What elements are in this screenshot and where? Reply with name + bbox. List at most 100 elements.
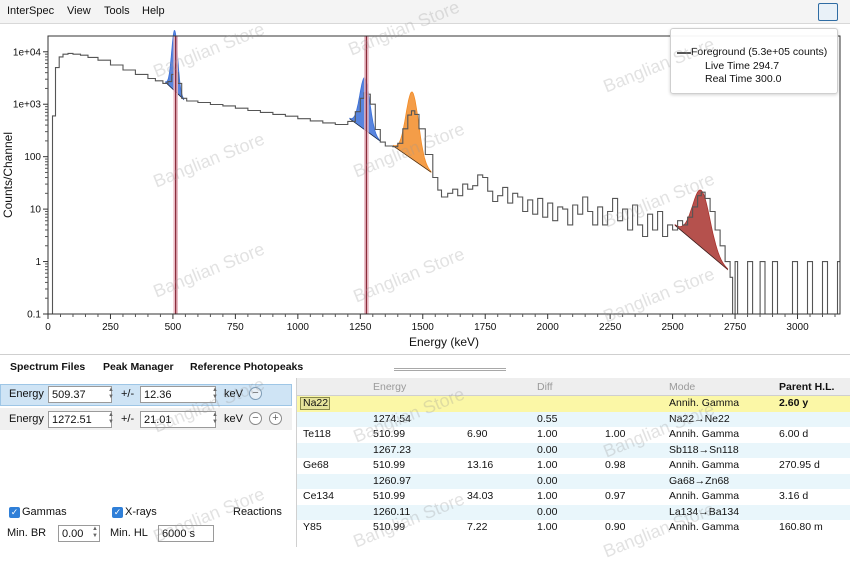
menu-bar: InterSpec View Tools Help xyxy=(0,0,850,24)
table-row[interactable]: 1274.54 0.55 Na22→Ne22 xyxy=(297,411,850,427)
add-energy-icon[interactable]: + xyxy=(269,412,282,425)
x-tick-label-2: 500 xyxy=(165,322,182,333)
selected-nuclide-tag xyxy=(300,397,330,410)
energy-label-1: Energy xyxy=(9,388,44,400)
tool-tabs: Spectrum Files Peak Manager Reference Ph… xyxy=(0,354,850,378)
cell-diff: 1.00 xyxy=(537,490,558,502)
gammas-label: Gammas xyxy=(22,506,67,518)
width-stepper-2-icon[interactable]: ▲ ▼ xyxy=(212,412,218,425)
cell-energy: 510.99 xyxy=(373,459,406,471)
menu-help[interactable]: Help xyxy=(142,5,165,17)
table-row[interactable]: 1267.23 0.00 Sb118→Sn118 xyxy=(297,442,850,458)
xrays-checkbox-icon[interactable]: ✓ xyxy=(112,507,123,518)
cell-hl: 160.80 m xyxy=(779,521,823,533)
x-tick-label-3: 750 xyxy=(227,322,244,333)
legend-line-icon xyxy=(677,52,691,54)
energy-label-2: Energy xyxy=(9,413,44,425)
cell-br: 1.00 xyxy=(605,428,626,440)
min-br-input[interactable] xyxy=(58,525,100,542)
peak-fill-3 xyxy=(674,189,728,271)
width-stepper-1-icon[interactable]: ▲ ▼ xyxy=(212,387,218,400)
cell-counts: 7.22 xyxy=(467,521,488,533)
cell-mode: Na22→Ne22 xyxy=(669,412,730,425)
min-hl-label: Min. HL xyxy=(110,527,148,539)
table-row[interactable]: 1260.11 0.00 La134→Ba134 xyxy=(297,504,850,520)
energy-stepper-2-icon[interactable]: ▲ ▼ xyxy=(108,412,114,425)
y-axis-label: Counts/Channel xyxy=(1,132,15,218)
spectrum-line xyxy=(48,52,840,315)
cell-mode: Annih. Gamma xyxy=(669,490,740,502)
cell-energy: 1274.54 xyxy=(373,412,411,425)
cell-mode: Sb118→Sn118 xyxy=(669,443,739,456)
y-tick-label-3: 10 xyxy=(30,205,42,216)
min-hl-input[interactable] xyxy=(158,525,214,542)
cell-mode: Annih. Gamma xyxy=(669,428,740,440)
cell-nuclide: Na22 xyxy=(303,397,329,409)
reference-controls: Energy ▲▼ +/- ▲▼ keV − Energy ▲▼ +/- ▲▼ … xyxy=(0,378,296,547)
table-row[interactable]: Y85 510.99 7.22 1.00 0.90 Annih. Gamma 160.80 … xyxy=(297,520,850,536)
table-row[interactable]: Ce134 510.99 34.03 1.00 0.97 Annih. Gamma 3.16… xyxy=(297,489,850,505)
cell-energy: 1260.97 xyxy=(373,474,411,487)
header-energy[interactable]: Energy xyxy=(373,381,407,393)
width-input-2[interactable] xyxy=(140,411,216,428)
app-menu[interactable]: InterSpec xyxy=(7,5,55,17)
energy-stepper-1-icon[interactable]: ▲ ▼ xyxy=(108,387,114,400)
width-input-1[interactable] xyxy=(140,386,216,403)
cell-diff: 0.55 xyxy=(537,412,558,425)
remove-energy-2-icon[interactable]: − xyxy=(249,412,262,425)
unit-label-2: keV xyxy=(224,413,243,425)
min-br-stepper-icon[interactable]: ▲ ▼ xyxy=(92,526,98,539)
tab-peak-manager[interactable]: Peak Manager xyxy=(103,361,174,373)
menu-view[interactable]: View xyxy=(67,5,91,17)
gammas-checkbox-icon[interactable]: ✓ xyxy=(9,507,20,518)
legend-foreground: Foreground (5.3e+05 counts) xyxy=(691,46,828,58)
cell-hl: 3.16 d xyxy=(779,490,809,502)
y-tick-label-5: 0.1 xyxy=(27,310,41,321)
header-mode[interactable]: Mode xyxy=(669,381,696,393)
x-tick-label-4: 1000 xyxy=(287,322,310,333)
y-tick-label-1: 1e+03 xyxy=(13,100,42,111)
lab-logo-icon xyxy=(818,3,838,21)
peak-continuum-2 xyxy=(393,145,432,173)
peak-fill-2 xyxy=(393,91,432,173)
table-row[interactable]: Na22 Annih. Gamma 2.60 y xyxy=(297,396,850,412)
cell-hl: 270.95 d xyxy=(779,459,820,471)
x-tick-label-1: 250 xyxy=(102,322,119,333)
x-tick-label-7: 1750 xyxy=(474,322,497,333)
x-tick-label-8: 2000 xyxy=(537,322,560,333)
x-tick-label-11: 2750 xyxy=(724,322,747,333)
table-row[interactable]: 1260.97 0.00 Ga68→Zn68 xyxy=(297,473,850,489)
cell-diff: 0.00 xyxy=(537,474,558,487)
header-diff[interactable]: Diff xyxy=(537,381,553,393)
tab-spectrum-files[interactable]: Spectrum Files xyxy=(10,361,86,373)
y-tick-label-0: 1e+04 xyxy=(13,47,42,58)
remove-energy-1-icon[interactable]: − xyxy=(249,387,262,400)
cell-hl: 6.00 d xyxy=(779,428,809,440)
x-tick-label-12: 3000 xyxy=(786,322,809,333)
peak-continuum-3 xyxy=(674,225,728,270)
min-br-label: Min. BR xyxy=(7,527,47,539)
resize-handle[interactable] xyxy=(394,368,506,371)
reactions-label[interactable]: Reactions xyxy=(233,506,282,518)
table-row[interactable]: Ge68 510.99 13.16 1.00 0.98 Annih. Gamma 270.9… xyxy=(297,458,850,474)
x-tick-label-5: 1250 xyxy=(349,322,372,333)
tab-reference-photopeaks[interactable]: Reference Photopeaks xyxy=(190,361,304,373)
y-tick-label-4: 1 xyxy=(35,257,41,268)
cell-counts: 6.90 xyxy=(467,428,488,440)
header-parent-hl[interactable]: Parent H.L. xyxy=(779,381,835,393)
spectrum-chart[interactable]: 0 250 500 750 1000 1250 1500 1750 2000 2250 2500 27… xyxy=(0,24,850,354)
x-tick-label-10: 2500 xyxy=(661,322,684,333)
cell-mode: Annih. Gamma xyxy=(669,459,740,471)
cell-diff: 1.00 xyxy=(537,428,558,440)
cell-nuclide: Ce134 xyxy=(303,490,334,502)
cell-diff: 0.00 xyxy=(537,443,558,456)
menu-tools[interactable]: Tools xyxy=(104,5,130,17)
cell-hl: 2.60 y xyxy=(779,397,809,409)
cell-energy: 510.99 xyxy=(373,521,406,533)
table-row[interactable]: Te118 510.99 6.90 1.00 1.00 Annih. Gamma 6.00 … xyxy=(297,427,850,443)
cell-br: 0.97 xyxy=(605,490,626,502)
energy-input-1[interactable] xyxy=(48,386,112,403)
energy-input-2[interactable] xyxy=(48,411,112,428)
x-tick-label-0: 0 xyxy=(45,322,51,333)
cell-br: 0.90 xyxy=(605,521,626,533)
